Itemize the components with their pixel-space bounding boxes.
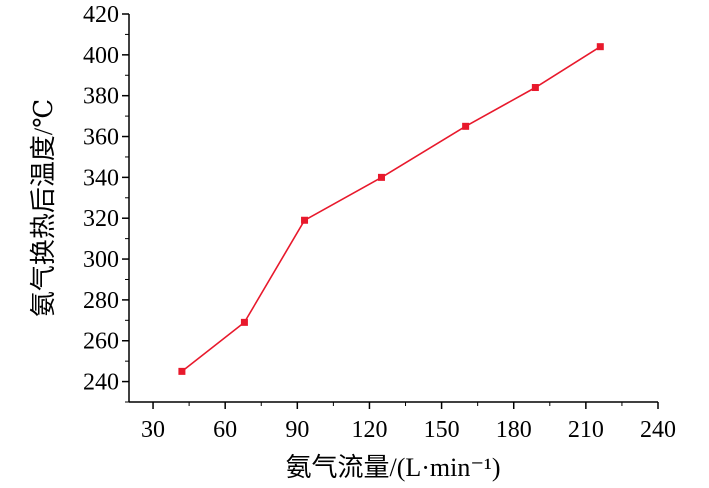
y-tick-label: 400: [83, 43, 119, 69]
y-axis-label: 氨气换热后温度/℃: [29, 99, 58, 317]
x-tick-label: 150: [424, 417, 460, 443]
axes: [128, 14, 658, 403]
data-point: [377, 173, 385, 181]
y-tick-label: 300: [83, 247, 119, 273]
x-tick-label: 120: [351, 417, 387, 443]
x-axis-label: 氨气流量/(L·min⁻¹): [285, 453, 500, 482]
y-tick-label: 380: [83, 84, 119, 110]
series-layer: [178, 43, 604, 375]
y-tick-label: 320: [83, 206, 119, 232]
y-tick-label: 340: [83, 165, 119, 191]
x-tick-label: 210: [568, 417, 604, 443]
y-ticks: 240 260 280 300 320 340 360 380 400 420: [83, 2, 129, 403]
x-tick-label: 90: [285, 417, 309, 443]
data-point: [301, 216, 309, 224]
data-point: [462, 122, 470, 130]
x-tick-label: 30: [141, 417, 165, 443]
y-tick-label: 240: [83, 370, 119, 396]
data-point: [178, 367, 186, 375]
x-ticks: 30 60 90 120 150 180 210 240: [141, 402, 676, 443]
x-tick-label: 60: [213, 417, 237, 443]
y-tick-label: 280: [83, 288, 119, 314]
x-tick-label: 240: [640, 417, 676, 443]
y-tick-label: 360: [83, 125, 119, 151]
data-point: [531, 84, 539, 92]
y-tick-label: 420: [83, 2, 119, 28]
x-tick-label: 180: [496, 417, 532, 443]
data-point: [240, 318, 248, 326]
data-point: [596, 43, 604, 51]
y-tick-label: 260: [83, 329, 119, 355]
